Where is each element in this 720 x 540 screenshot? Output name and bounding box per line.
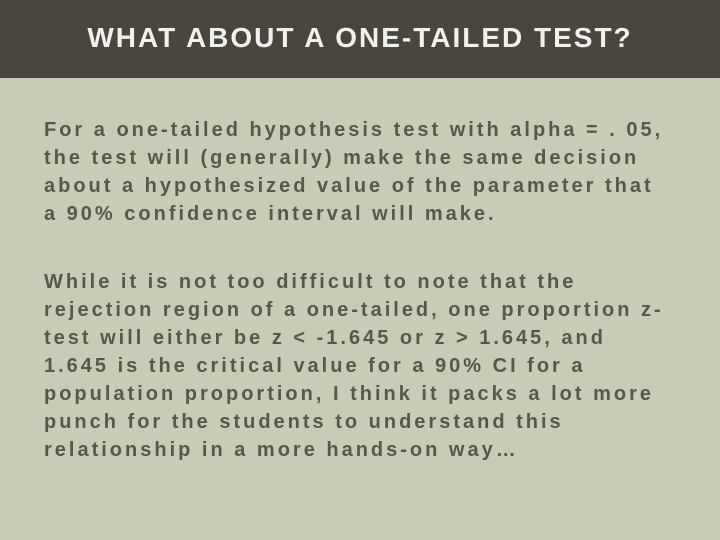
- paragraph-1: For a one-tailed hypothesis test with al…: [44, 116, 676, 228]
- slide-content: For a one-tailed hypothesis test with al…: [0, 78, 720, 464]
- slide-header: WHAT ABOUT A ONE-TAILED TEST?: [0, 0, 720, 78]
- paragraph-2: While it is not too difficult to note th…: [44, 268, 676, 464]
- slide-title: WHAT ABOUT A ONE-TAILED TEST?: [20, 22, 700, 54]
